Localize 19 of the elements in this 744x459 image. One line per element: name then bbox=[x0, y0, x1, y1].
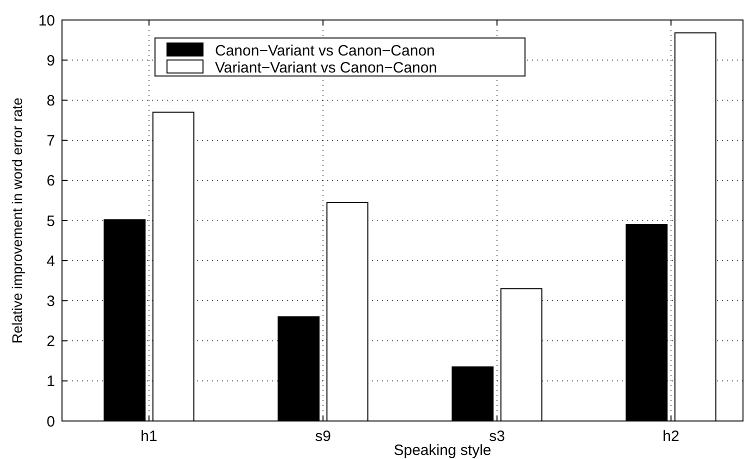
y-tick-label: 5 bbox=[46, 212, 55, 230]
y-tick-label: 9 bbox=[46, 52, 55, 70]
y-tick-label: 7 bbox=[46, 132, 55, 150]
x-axis-title: Speaking style bbox=[394, 442, 492, 459]
legend-label: Canon−Variant vs Canon−Canon bbox=[215, 42, 435, 60]
y-tick-label: 4 bbox=[46, 252, 55, 270]
x-tick-label: h2 bbox=[662, 428, 680, 445]
y-tick-label: 3 bbox=[46, 292, 55, 310]
y-tick-label: 0 bbox=[46, 413, 55, 430]
y-tick-label: 10 bbox=[38, 12, 55, 30]
y-tick-label: 8 bbox=[46, 92, 55, 110]
x-tick-label: s9 bbox=[315, 428, 331, 445]
x-tick-label: h1 bbox=[140, 428, 158, 445]
y-tick-label: 6 bbox=[46, 172, 55, 190]
x-tick-label: s3 bbox=[489, 428, 505, 445]
legend-label: Variant−Variant vs Canon−Canon bbox=[215, 59, 438, 76]
y-tick-label: 1 bbox=[46, 373, 55, 390]
y-axis-title: Relative improvement in word error rate bbox=[9, 97, 25, 344]
y-tick-label: 2 bbox=[46, 333, 55, 350]
